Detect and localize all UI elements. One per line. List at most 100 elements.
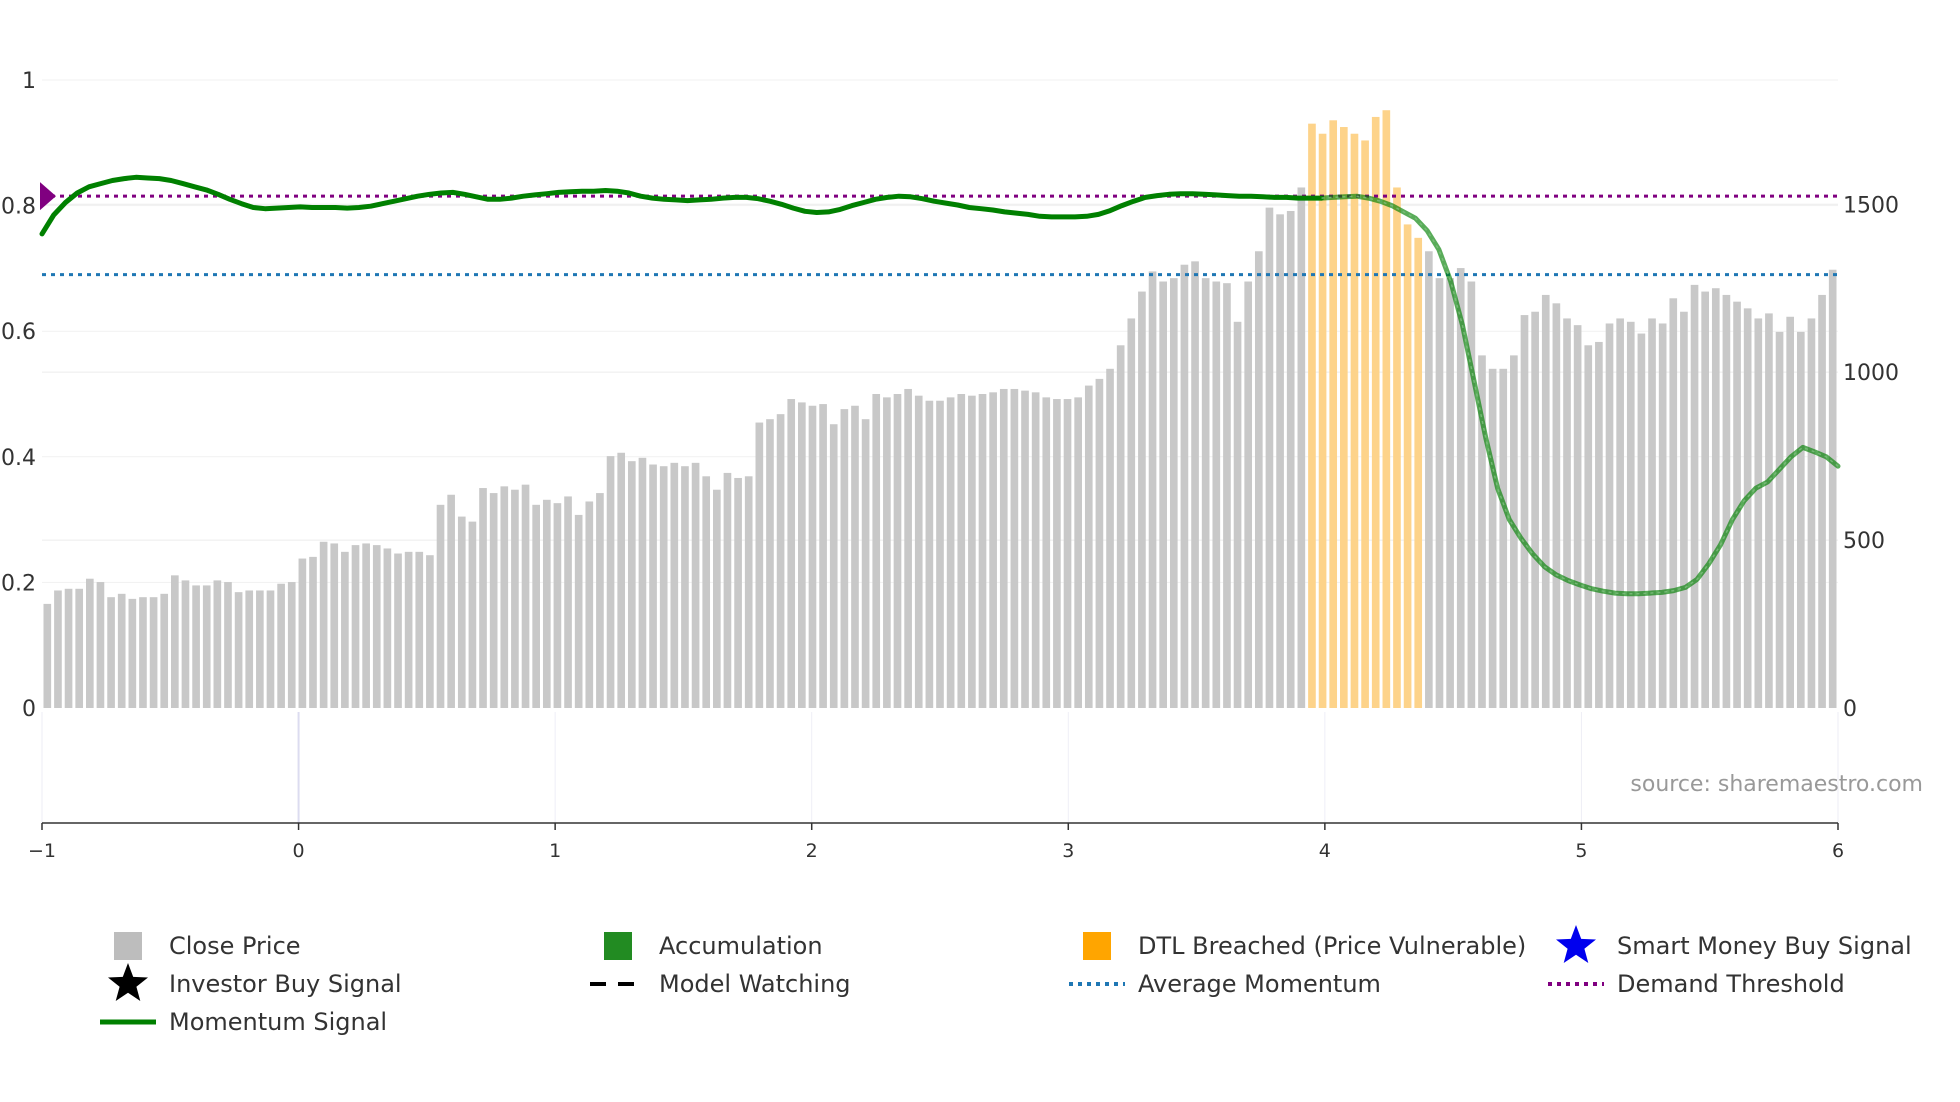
close-price-bar — [1573, 325, 1582, 708]
close-price-bar — [968, 395, 976, 708]
close-price-bar — [542, 499, 551, 708]
close-price-bar — [861, 419, 870, 708]
close-price-bar — [925, 400, 934, 708]
close-price-bar — [256, 590, 264, 708]
close-price-bar — [670, 462, 679, 708]
y-left-tick-label: 1 — [22, 69, 36, 94]
dtl-breached-bar — [1350, 133, 1359, 709]
close-price-bar — [1244, 281, 1253, 708]
momentum-signal-line-faded — [1319, 193, 1841, 597]
close-price-bar — [202, 585, 211, 708]
close-price-bar — [1053, 399, 1061, 708]
close-price-bar — [1595, 341, 1603, 708]
close-price-bar — [585, 501, 594, 708]
close-price-bar — [989, 392, 997, 708]
close-price-bar — [468, 521, 477, 708]
close-price-bar — [532, 504, 540, 708]
legend-item: Close Price — [114, 932, 301, 960]
close-price-bar — [1084, 385, 1093, 708]
close-price-bar — [1265, 207, 1274, 709]
close-price-bar — [511, 489, 519, 708]
source-label: source: sharemaestro.com — [1630, 772, 1923, 797]
close-price-bar — [893, 394, 902, 708]
close-price-bar — [1212, 281, 1221, 708]
dtl-breached-bar — [1318, 133, 1327, 709]
close-price-bar — [1127, 318, 1136, 708]
close-price-bar — [383, 548, 392, 708]
close-price-bar — [43, 603, 52, 708]
close-price-bar — [1743, 308, 1752, 708]
close-price-bar — [1669, 298, 1678, 708]
legend-item: DTL Breached (Price Vulnerable) — [1083, 932, 1526, 960]
close-price-bar — [149, 597, 158, 708]
close-price-bar — [394, 553, 402, 708]
close-price-bar — [1233, 321, 1242, 708]
close-price-bar — [372, 545, 381, 708]
legend-label: Accumulation — [659, 932, 823, 960]
close-price-bar — [479, 488, 487, 708]
close-price-bar — [86, 578, 94, 708]
close-price-bar — [713, 489, 721, 708]
close-price-bar — [1446, 278, 1454, 708]
close-price-bar — [1488, 368, 1497, 708]
dtl-breached-bar — [1340, 127, 1348, 708]
close-price-bar — [436, 504, 445, 708]
reference-lines — [40, 182, 1838, 277]
close-price-bar — [819, 404, 827, 708]
close-price-bar — [1116, 345, 1125, 708]
close-price-bar — [553, 503, 562, 708]
close-price-bar — [1180, 264, 1189, 708]
y-left-tick-label: 0 — [22, 697, 36, 722]
momentum-signal — [39, 174, 1841, 597]
legend-label: Investor Buy Signal — [169, 970, 402, 998]
close-price-bar — [638, 457, 647, 708]
close-price-bar — [1510, 355, 1518, 708]
close-price-bar — [1605, 323, 1614, 708]
legend-label: Model Watching — [659, 970, 851, 998]
close-price-bar — [1637, 333, 1646, 708]
dtl-breached-bar — [1329, 120, 1338, 709]
x-tick-label: 1 — [549, 840, 561, 862]
close-price-bar — [978, 394, 987, 708]
close-price-bar — [287, 582, 296, 708]
close-price-bar — [234, 592, 243, 708]
close-price-bar — [1711, 288, 1720, 708]
close-price-bar — [1254, 251, 1263, 708]
legend-label: Smart Money Buy Signal — [1617, 932, 1912, 960]
close-price-bar — [415, 551, 424, 708]
x-tick-label: 4 — [1319, 840, 1331, 862]
close-price-bar — [702, 476, 711, 708]
close-price-bar — [1286, 210, 1295, 708]
close-price-bar — [1169, 278, 1178, 708]
close-price-bar — [1828, 269, 1837, 708]
close-price-bar — [1786, 316, 1794, 708]
close-price-bar — [489, 493, 498, 708]
close-price-bar — [1616, 318, 1624, 708]
close-price-bar — [457, 516, 466, 708]
close-price-bar — [245, 590, 254, 708]
close-price-bar — [96, 582, 105, 708]
close-price-bar — [904, 388, 912, 708]
close-price-bar — [606, 456, 615, 708]
close-price-bar — [1520, 315, 1529, 708]
close-price-bar — [1159, 281, 1167, 708]
y-left-tick-label: 0.4 — [1, 446, 36, 471]
close-price-bar — [107, 597, 115, 708]
close-price-bar — [1626, 321, 1635, 708]
close-price-bar — [64, 588, 73, 708]
close-price-bar — [755, 422, 764, 708]
close-price-bar — [766, 419, 774, 708]
close-price-bar — [521, 484, 530, 708]
axes: −1 0 1 2 3 4 5 6 0 0.2 0.4 0.6 0.8 1 0 500 1000 1500 — [1, 69, 1899, 862]
close-price-bar — [1658, 323, 1667, 708]
close-price-bar — [787, 399, 796, 708]
close-price-bar — [798, 402, 806, 708]
close-price-bar — [659, 466, 668, 708]
legend-item: Accumulation — [604, 932, 823, 960]
close-price-bar — [1021, 390, 1029, 708]
legend-label: Average Momentum — [1138, 970, 1381, 998]
legend-label: Momentum Signal — [169, 1008, 387, 1036]
close-price-bar — [723, 472, 732, 708]
legend-swatch-star-icon — [1556, 925, 1596, 963]
